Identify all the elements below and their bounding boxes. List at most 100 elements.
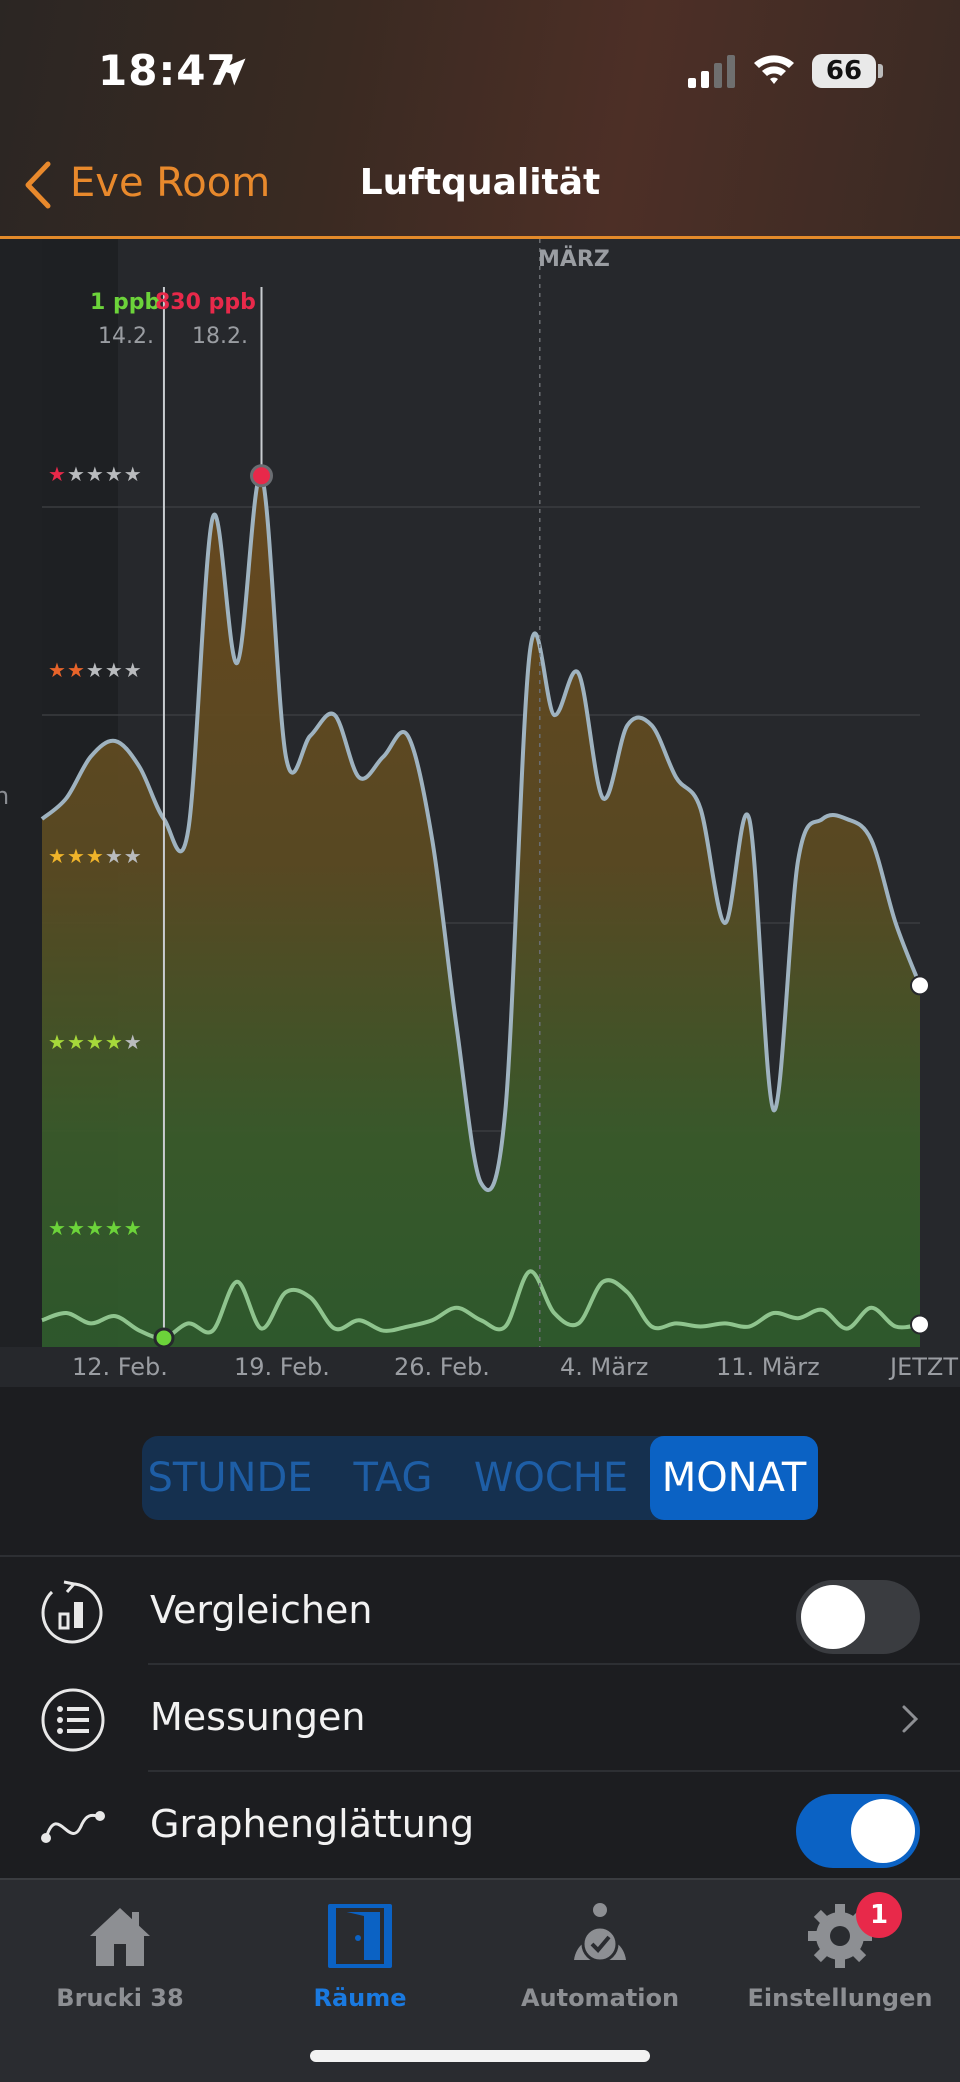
x-tick-label: 4. März bbox=[560, 1353, 649, 1381]
range-tab-tag[interactable]: TAG bbox=[353, 1455, 433, 1501]
x-axis-strip bbox=[0, 1347, 960, 1387]
series-end-dot bbox=[910, 1314, 930, 1335]
chevron-right-icon bbox=[902, 1705, 919, 1733]
rating-1-star-label: ★★★★★ bbox=[48, 462, 143, 486]
rating-star: ★ bbox=[123, 658, 143, 682]
rating-3-star-label: ★★★★★ bbox=[48, 844, 143, 868]
rating-star: ★ bbox=[123, 844, 143, 868]
x-tick-label: 26. Feb. bbox=[394, 1353, 490, 1381]
rating-star: ★ bbox=[104, 658, 124, 682]
list-divider bbox=[148, 1663, 960, 1665]
tab-settings-label: Einstellungen bbox=[747, 1984, 933, 2012]
rating-star: ★ bbox=[48, 658, 67, 682]
list-icon bbox=[41, 1688, 105, 1752]
rating-4-star-label: ★★★★★ bbox=[48, 1030, 143, 1054]
rating-star: ★ bbox=[104, 462, 124, 486]
tab-rooms[interactable]: Räume bbox=[240, 1892, 480, 2012]
rating-star: ★ bbox=[48, 1216, 67, 1240]
x-tick-label: 12. Feb. bbox=[72, 1353, 168, 1381]
page-title: Luftqualität bbox=[359, 162, 601, 203]
wifi-icon bbox=[754, 55, 794, 84]
rating-star: ★ bbox=[85, 462, 105, 486]
rating-star: ★ bbox=[48, 462, 67, 486]
cursor-min-value: 1 ppb bbox=[90, 290, 161, 315]
air-quality-chart[interactable] bbox=[0, 239, 960, 1387]
toggle-knob bbox=[801, 1585, 865, 1649]
cursor-max-value: 830 ppb bbox=[155, 290, 256, 315]
smoothing-row[interactable]: Graphenglättung bbox=[0, 1772, 960, 1880]
tab-settings[interactable]: 1 Einstellungen bbox=[720, 1892, 960, 2012]
rating-star: ★ bbox=[66, 1216, 86, 1240]
range-tab-woche[interactable]: WOCHE bbox=[473, 1455, 629, 1501]
cursor-dot-max bbox=[250, 464, 273, 488]
rating-star: ★ bbox=[48, 1030, 67, 1054]
house-icon bbox=[90, 1908, 150, 1966]
rating-star: ★ bbox=[104, 844, 124, 868]
rating-star: ★ bbox=[123, 1030, 143, 1054]
rating-star: ★ bbox=[85, 844, 105, 868]
tab-home-label: Brucki 38 bbox=[56, 1984, 184, 2012]
rating-star: ★ bbox=[48, 844, 67, 868]
compare-chart-icon bbox=[41, 1580, 103, 1644]
measurements-row[interactable]: Messungen bbox=[0, 1665, 960, 1773]
cursor-dot-min bbox=[153, 1327, 175, 1349]
rating-star: ★ bbox=[66, 658, 86, 682]
tab-automation[interactable]: Automation bbox=[480, 1892, 720, 2012]
door-icon bbox=[328, 1904, 392, 1968]
rating-5-star-label: ★★★★★ bbox=[48, 1216, 143, 1240]
rating-star: ★ bbox=[123, 462, 143, 486]
tab-rooms-label: Räume bbox=[313, 1984, 407, 2012]
list-divider bbox=[148, 1770, 960, 1772]
measurements-label: Messungen bbox=[150, 1695, 366, 1739]
series-line-min bbox=[41, 1269, 921, 1341]
rating-2-star-label: ★★★★★ bbox=[48, 658, 143, 682]
rating-star: ★ bbox=[85, 1030, 105, 1054]
signal-icon bbox=[688, 55, 735, 88]
series-end-dot bbox=[910, 975, 930, 996]
gear-icon bbox=[808, 1904, 872, 1968]
rating-star: ★ bbox=[85, 1216, 105, 1240]
rating-star: ★ bbox=[66, 844, 86, 868]
header bbox=[0, 0, 960, 238]
tab-automation-label: Automation bbox=[520, 1984, 680, 2012]
smoothing-toggle[interactable] bbox=[796, 1794, 920, 1868]
home-indicator bbox=[310, 2050, 650, 2062]
toggle-knob bbox=[851, 1799, 915, 1863]
battery-tip bbox=[878, 64, 883, 78]
smoothing-label: Graphenglättung bbox=[150, 1802, 475, 1846]
rating-star: ★ bbox=[66, 1030, 86, 1054]
time-range-selector: STUNDE TAG WOCHE MONAT bbox=[142, 1436, 818, 1520]
status-time: 18:47 bbox=[98, 46, 237, 95]
rating-star: ★ bbox=[85, 658, 105, 682]
rating-star: ★ bbox=[104, 1030, 124, 1054]
cursor-max-date: 18.2. bbox=[192, 324, 248, 349]
chart-left-gutter bbox=[0, 239, 42, 1347]
x-tick-label: 11. März bbox=[716, 1353, 820, 1381]
alarm-clock-icon bbox=[574, 1903, 626, 1963]
partial-left-text: n bbox=[0, 782, 10, 810]
location-arrow-icon bbox=[218, 58, 246, 86]
x-tick-label: 19. Feb. bbox=[234, 1353, 330, 1381]
month-marker-label: MÄRZ bbox=[538, 247, 610, 272]
compare-row[interactable]: Vergleichen bbox=[0, 1558, 960, 1666]
notification-badge: 1 bbox=[856, 1892, 902, 1938]
battery-indicator: 66 bbox=[812, 54, 876, 88]
rating-star: ★ bbox=[123, 1216, 143, 1240]
back-chevron-icon[interactable] bbox=[20, 160, 54, 210]
x-tick-label: JETZT bbox=[890, 1353, 959, 1381]
series-line-max bbox=[40, 473, 922, 1193]
range-tab-stunde[interactable]: STUNDE bbox=[147, 1455, 313, 1501]
tab-bar: Brucki 38 Räume Automation bbox=[0, 1878, 960, 2082]
rating-star: ★ bbox=[104, 1216, 124, 1240]
tab-home[interactable]: Brucki 38 bbox=[0, 1892, 240, 2012]
series-area-fill bbox=[42, 474, 920, 1348]
list-divider bbox=[0, 1555, 960, 1557]
back-button[interactable]: Eve Room bbox=[70, 160, 271, 206]
rating-star: ★ bbox=[66, 462, 86, 486]
header-accent-line bbox=[0, 236, 960, 239]
range-tab-monat[interactable]: MONAT bbox=[650, 1436, 818, 1520]
compare-toggle[interactable] bbox=[796, 1580, 920, 1654]
cursor-min-date: 14.2. bbox=[98, 324, 154, 349]
compare-label: Vergleichen bbox=[150, 1588, 373, 1632]
